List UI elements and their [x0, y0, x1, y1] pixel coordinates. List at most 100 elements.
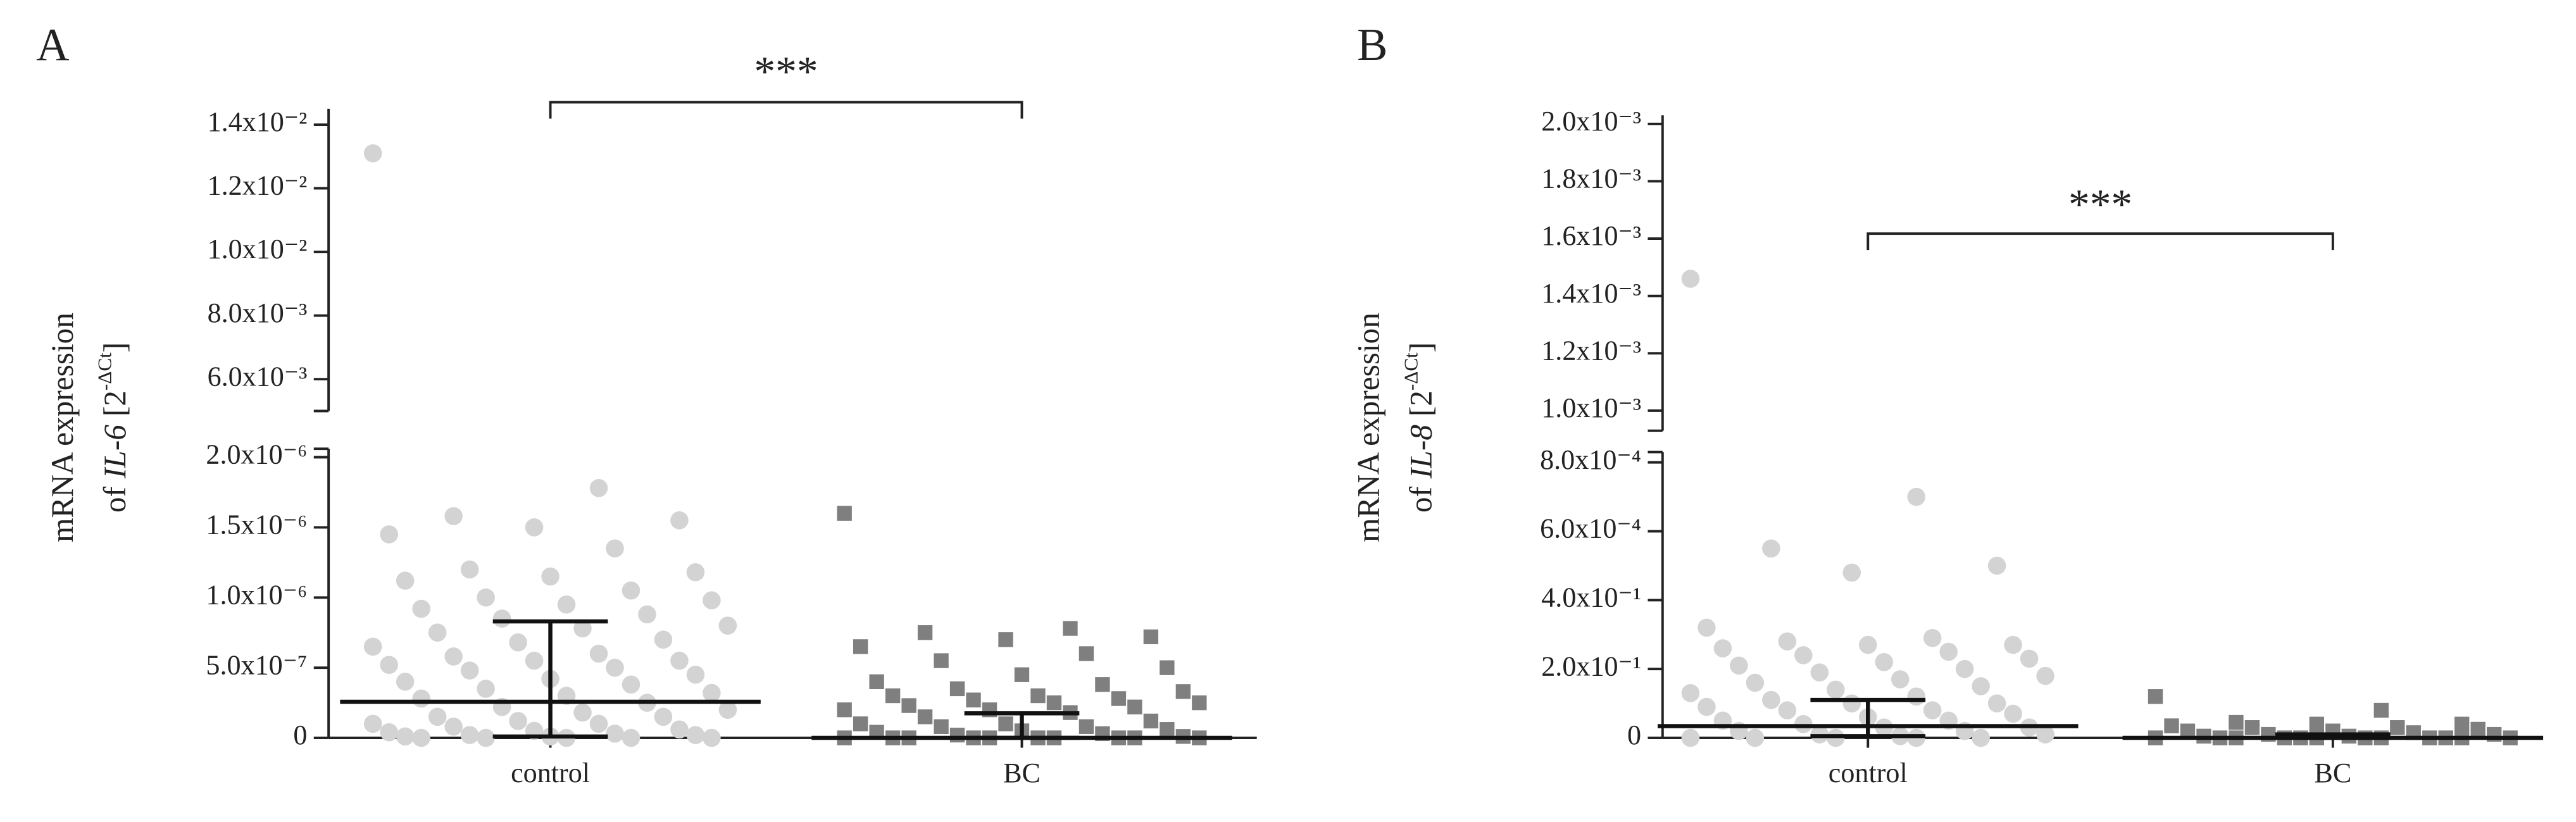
- y-tick-label: 1.0x10⁻³: [1541, 392, 1641, 423]
- point: [654, 630, 673, 649]
- point: [525, 651, 544, 670]
- point: [1858, 635, 1877, 654]
- point: [1681, 728, 1700, 747]
- point: [1681, 684, 1700, 702]
- y-label-gene: IL-6: [97, 425, 132, 479]
- y-tick-label: 1.4x10⁻³: [1541, 278, 1641, 309]
- y-tick-label: 5.0x10⁻⁷: [206, 649, 307, 680]
- point: [1762, 690, 1780, 709]
- y-label-part: ]: [97, 342, 132, 352]
- point: [589, 644, 608, 663]
- y-tick-label: 2.0x10⁻¹: [1541, 651, 1641, 682]
- point: [2020, 649, 2039, 668]
- point: [606, 539, 624, 557]
- point: [1160, 660, 1175, 675]
- point: [1063, 621, 1078, 636]
- point: [1746, 673, 1765, 692]
- y-label: of IL-8 [2-ΔCt]: [1399, 342, 1438, 513]
- point: [525, 518, 544, 537]
- point: [949, 681, 965, 697]
- point: [1014, 667, 1030, 682]
- point: [686, 563, 705, 582]
- significance-bracket: [1866, 232, 2334, 251]
- y-tick-label: 1.5x10⁻⁶: [206, 509, 307, 540]
- point: [2004, 704, 2022, 723]
- point: [2036, 666, 2054, 685]
- point: [1778, 632, 1797, 651]
- point: [998, 716, 1013, 732]
- y-tick-label: 6.0x10⁻³: [208, 361, 308, 392]
- point: [2470, 721, 2485, 737]
- point: [363, 637, 382, 656]
- point: [1923, 628, 1942, 647]
- point: [853, 639, 868, 654]
- point: [1842, 563, 1861, 582]
- point: [703, 683, 721, 702]
- point: [934, 719, 949, 734]
- point: [412, 728, 430, 747]
- point: [686, 665, 705, 684]
- y-tick-label: 2.0x10⁻⁶: [206, 439, 307, 470]
- point: [2229, 714, 2244, 730]
- point: [460, 560, 479, 579]
- point: [2373, 702, 2389, 718]
- y-tick-label: 1.2x10⁻³: [1541, 335, 1641, 366]
- y-label: mRNA expression: [1351, 313, 1386, 542]
- point: [1698, 697, 1716, 716]
- point: [1143, 713, 1159, 729]
- x-tick-label: BC: [1003, 757, 1041, 788]
- point: [1713, 639, 1732, 657]
- y-tick-label: 1.0x10⁻²: [208, 234, 308, 265]
- point: [2244, 720, 2260, 735]
- point: [1778, 701, 1797, 719]
- point: [1907, 487, 1925, 506]
- point: [654, 707, 673, 726]
- point: [869, 674, 884, 690]
- point: [396, 727, 415, 746]
- point: [363, 144, 382, 163]
- point: [2148, 689, 2163, 704]
- point: [363, 714, 382, 733]
- point: [460, 726, 479, 744]
- point: [2180, 723, 2196, 738]
- point: [2036, 725, 2054, 744]
- point: [622, 675, 641, 694]
- y-label-part: of: [97, 486, 132, 513]
- significance-label: ***: [2068, 181, 2132, 228]
- y-tick-label: 0: [1627, 719, 1641, 750]
- y-label-part: [2: [97, 390, 132, 416]
- point: [2004, 635, 2022, 654]
- point: [428, 623, 447, 642]
- point: [477, 588, 495, 607]
- point: [998, 632, 1013, 647]
- point: [1987, 694, 2006, 713]
- y-tick-label: 4.0x10⁻¹: [1541, 582, 1641, 613]
- point: [1046, 695, 1062, 711]
- point: [837, 702, 852, 718]
- point: [638, 605, 656, 624]
- point: [541, 567, 560, 586]
- x-tick-label: control: [1829, 757, 1908, 788]
- point: [1939, 642, 1958, 661]
- point: [1095, 677, 1110, 692]
- point: [670, 651, 689, 670]
- point: [1972, 677, 1990, 695]
- point: [477, 728, 495, 747]
- point: [718, 701, 737, 719]
- y-label: of IL-6 [2-ΔCt]: [94, 342, 132, 513]
- point: [606, 658, 624, 677]
- point: [444, 507, 463, 525]
- point: [1891, 670, 1910, 688]
- point: [589, 479, 608, 497]
- point: [1955, 659, 1974, 678]
- point: [622, 581, 641, 600]
- y-label-part: of: [1404, 486, 1439, 513]
- point: [380, 656, 398, 674]
- point: [460, 661, 479, 680]
- point: [1875, 653, 1894, 671]
- point: [444, 647, 463, 666]
- point: [1810, 663, 1829, 682]
- point: [917, 625, 933, 640]
- y-tick-label: 2.0x10⁻³: [1541, 106, 1641, 137]
- y-tick-label: 1.8x10⁻³: [1541, 163, 1641, 194]
